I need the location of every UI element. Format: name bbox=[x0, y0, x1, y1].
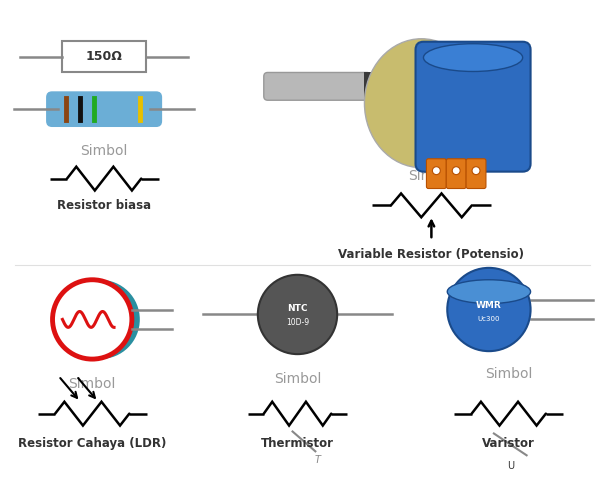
Circle shape bbox=[258, 275, 337, 354]
Ellipse shape bbox=[447, 280, 530, 303]
Text: Resistor biasa: Resistor biasa bbox=[57, 199, 151, 212]
Circle shape bbox=[53, 280, 132, 359]
Text: Variable Resistor (Potensio): Variable Resistor (Potensio) bbox=[338, 248, 524, 262]
Text: NTC: NTC bbox=[287, 304, 308, 313]
Text: WMR: WMR bbox=[476, 301, 502, 310]
Ellipse shape bbox=[364, 38, 479, 168]
Text: 10D-9: 10D-9 bbox=[286, 318, 309, 327]
FancyBboxPatch shape bbox=[446, 159, 466, 188]
FancyBboxPatch shape bbox=[416, 42, 530, 172]
Text: Simbol: Simbol bbox=[274, 372, 321, 386]
Wedge shape bbox=[100, 280, 140, 359]
Text: Simbol: Simbol bbox=[68, 377, 116, 391]
FancyBboxPatch shape bbox=[427, 159, 446, 188]
Text: Uc300: Uc300 bbox=[478, 316, 500, 322]
FancyBboxPatch shape bbox=[264, 72, 371, 100]
Text: Thermistor: Thermistor bbox=[261, 437, 334, 450]
Text: Simbol: Simbol bbox=[80, 144, 128, 158]
Text: T: T bbox=[314, 456, 320, 466]
Text: U: U bbox=[507, 462, 514, 471]
Text: Simbol: Simbol bbox=[408, 168, 455, 182]
Text: Resistor Cahaya (LDR): Resistor Cahaya (LDR) bbox=[18, 437, 166, 450]
Circle shape bbox=[433, 166, 440, 174]
Text: Simbol: Simbol bbox=[485, 367, 532, 381]
Bar bbox=[62, 40, 146, 72]
FancyBboxPatch shape bbox=[466, 159, 486, 188]
Circle shape bbox=[452, 166, 460, 174]
FancyBboxPatch shape bbox=[46, 92, 162, 127]
Ellipse shape bbox=[424, 44, 523, 72]
Circle shape bbox=[472, 166, 480, 174]
Text: 150Ω: 150Ω bbox=[86, 50, 122, 63]
Circle shape bbox=[447, 268, 530, 351]
Text: Varistor: Varistor bbox=[482, 437, 535, 450]
Bar bbox=[364, 72, 382, 100]
